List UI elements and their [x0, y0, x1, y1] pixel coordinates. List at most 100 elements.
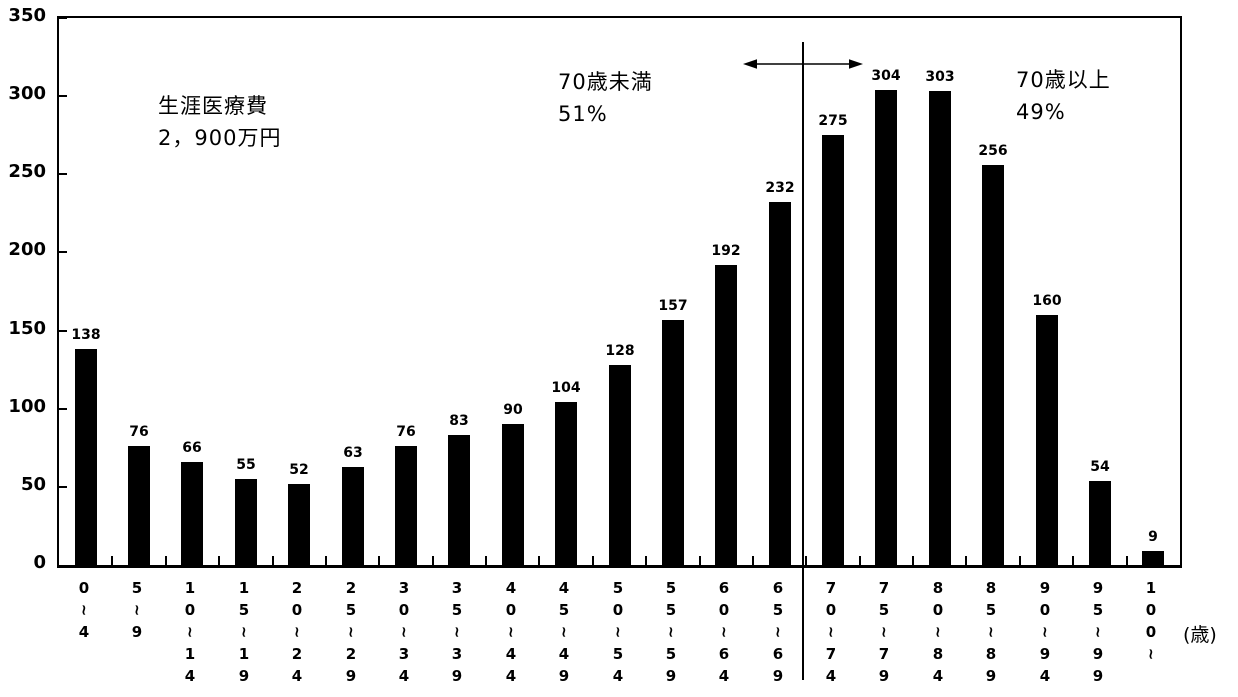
x-axis-label: 8 5 ~8 9 — [982, 579, 1000, 685]
bar — [448, 435, 470, 565]
bar-value-label: 83 — [449, 413, 469, 429]
bar — [128, 446, 150, 565]
y-axis-label: 100 — [8, 396, 46, 417]
bar — [1142, 551, 1164, 565]
age-70-divider-line — [802, 42, 804, 680]
x-axis-tick — [1072, 556, 1074, 565]
y-axis-label: 350 — [8, 5, 46, 26]
x-axis-tick — [485, 556, 487, 565]
x-axis-tick — [699, 556, 701, 565]
x-axis-label: 6 5 ~6 9 — [769, 579, 787, 685]
x-axis-tick — [272, 556, 274, 565]
bar — [342, 467, 364, 565]
x-axis-tick — [218, 556, 220, 565]
bar-value-label: 304 — [871, 68, 901, 84]
x-axis-tick — [592, 556, 594, 565]
x-axis-label: 9 0 ~9 4 — [1036, 579, 1054, 685]
x-axis-tick — [965, 556, 967, 565]
bar — [822, 135, 844, 565]
bar-value-label: 256 — [978, 143, 1008, 159]
y-axis-tick — [59, 173, 67, 175]
y-axis-label: 200 — [8, 239, 46, 260]
bar — [662, 320, 684, 565]
x-axis-label: 4 5 ~4 9 — [555, 579, 573, 685]
x-axis-tick — [645, 556, 647, 565]
x-axis-label: 7 0 ~7 4 — [822, 579, 840, 685]
bar-value-label: 63 — [343, 445, 363, 461]
double-arrow-icon — [743, 56, 863, 75]
annotation-over-70: 70歳以上 49% — [1016, 64, 1111, 128]
bar-value-label: 90 — [503, 402, 523, 418]
annotation-lifetime-cost-line1: 生涯医療費 — [158, 94, 268, 118]
bar — [1036, 315, 1058, 565]
bar — [395, 446, 417, 565]
annotation-under-70-line2: 51% — [558, 102, 608, 126]
x-axis-label: 6 0 ~6 4 — [715, 579, 733, 685]
bar — [929, 91, 951, 565]
x-axis-label: 8 0 ~8 4 — [929, 579, 947, 685]
y-axis-tick — [59, 330, 67, 332]
bar — [715, 265, 737, 565]
x-axis-label: 1 0 0 ~ — [1142, 579, 1160, 661]
x-axis-label: 5 0 ~5 4 — [609, 579, 627, 685]
bar — [502, 424, 524, 565]
y-axis-tick — [59, 251, 67, 253]
x-axis-tick — [432, 556, 434, 565]
bar-value-label: 54 — [1090, 459, 1110, 475]
x-axis-label: 1 0 ~1 4 — [181, 579, 199, 685]
plot-area: 138 76 66 55 52 63 76 83 90 104 128 157 192 232 275 304… — [57, 16, 1182, 568]
bar-value-label: 76 — [129, 424, 149, 440]
annotation-under-70: 70歳未満 51% — [558, 66, 653, 130]
x-axis-tick — [912, 556, 914, 565]
bar-value-label: 275 — [818, 113, 848, 129]
annotation-lifetime-cost: 生涯医療費 2，900万円 — [158, 90, 281, 154]
bar — [982, 165, 1004, 565]
x-axis-tick — [752, 556, 754, 565]
x-axis-tick — [378, 556, 380, 565]
x-axis-tick — [325, 556, 327, 565]
x-axis-label: 2 0 ~2 4 — [288, 579, 306, 685]
x-axis-label: 2 5 ~2 9 — [342, 579, 360, 685]
bar-value-label: 128 — [605, 343, 635, 359]
x-axis-tick — [1019, 556, 1021, 565]
bar-value-label: 55 — [236, 457, 256, 473]
bar — [875, 90, 897, 565]
bar — [1089, 481, 1111, 565]
bar-value-label: 160 — [1032, 293, 1062, 309]
y-axis-tick — [59, 486, 67, 488]
x-axis-label: 4 0 ~4 4 — [502, 579, 520, 685]
bar — [609, 365, 631, 565]
x-axis-tick — [859, 556, 861, 565]
x-axis-label: 9 5 ~9 9 — [1089, 579, 1107, 685]
y-axis-label: 250 — [8, 161, 46, 182]
bar — [75, 349, 97, 565]
x-axis-label: 0 ~4 — [75, 579, 93, 641]
x-axis-unit-label: (歳) — [1183, 624, 1217, 646]
x-axis-tick — [1126, 556, 1128, 565]
x-axis-tick — [538, 556, 540, 565]
annotation-lifetime-cost-line2: 2，900万円 — [158, 126, 282, 150]
x-axis-tick — [111, 556, 113, 565]
y-axis-tick — [59, 17, 67, 19]
bar — [555, 402, 577, 565]
y-axis-label: 150 — [8, 318, 46, 339]
y-axis-label: 0 — [33, 552, 46, 573]
bar-value-label: 9 — [1148, 529, 1158, 545]
bar-value-label: 138 — [71, 327, 101, 343]
x-axis-tick — [165, 556, 167, 565]
annotation-over-70-line1: 70歳以上 — [1016, 68, 1111, 92]
bar — [288, 484, 310, 565]
x-axis-label: 5 5 ~5 9 — [662, 579, 680, 685]
y-axis-label: 50 — [20, 474, 46, 495]
y-axis-tick — [59, 95, 67, 97]
x-axis-label: 1 5 ~1 9 — [235, 579, 253, 685]
x-axis-tick — [805, 556, 807, 565]
bar-value-label: 104 — [551, 380, 581, 396]
x-axis-label: 3 0 ~3 4 — [395, 579, 413, 685]
bar — [181, 462, 203, 565]
bar — [769, 202, 791, 565]
y-axis-tick — [59, 408, 67, 410]
annotation-under-70-line1: 70歳未満 — [558, 70, 653, 94]
x-axis-label: 7 5 ~7 9 — [875, 579, 893, 685]
